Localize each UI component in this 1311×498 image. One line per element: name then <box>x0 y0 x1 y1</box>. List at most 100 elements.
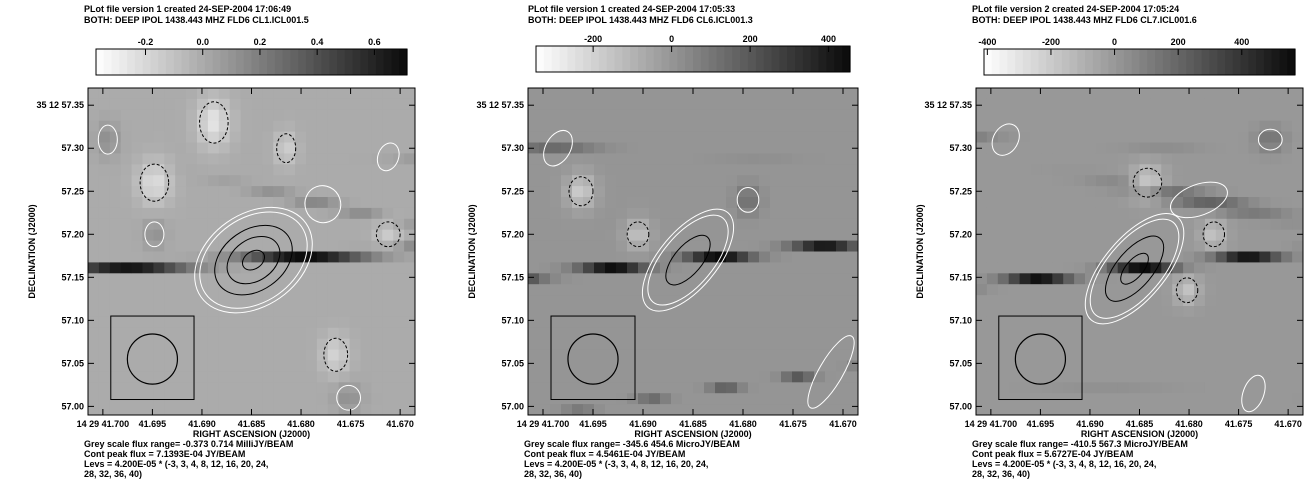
image-pixel <box>393 316 405 329</box>
image-pixel <box>393 175 405 187</box>
image-pixel <box>759 109 771 122</box>
image-pixel <box>1052 131 1064 143</box>
image-pixel <box>627 316 639 329</box>
image-pixel <box>1008 229 1020 241</box>
image-pixel <box>847 284 859 296</box>
image-pixel <box>561 131 573 143</box>
image-pixel <box>825 327 837 340</box>
image-pixel <box>997 164 1010 176</box>
image-pixel <box>1074 142 1086 154</box>
image-pixel <box>660 142 672 154</box>
image-pixel <box>737 186 749 198</box>
image-pixel <box>142 251 154 263</box>
colorbar-swatch <box>1263 49 1273 75</box>
image-pixel <box>240 284 252 296</box>
image-pixel <box>131 186 143 198</box>
image-pixel <box>1172 88 1184 100</box>
image-pixel <box>1095 382 1108 394</box>
contour-line <box>214 224 293 296</box>
image-pixel <box>218 98 231 111</box>
image-pixel <box>1074 273 1086 285</box>
image-pixel <box>120 218 132 231</box>
colorbar-swatch <box>1225 49 1234 75</box>
image-pixel <box>814 98 826 111</box>
image-pixel <box>825 142 837 154</box>
image-pixel <box>605 164 617 176</box>
image-pixel <box>660 229 672 241</box>
image-pixel <box>1215 240 1228 252</box>
image-pixel <box>360 349 372 361</box>
image-pixel <box>316 120 329 132</box>
image-pixel <box>1095 371 1108 383</box>
image-pixel <box>1139 306 1151 318</box>
image-pixel <box>671 371 683 383</box>
image-pixel <box>682 197 694 209</box>
image-pixel <box>1259 218 1271 231</box>
image-pixel <box>550 109 562 122</box>
image-pixel <box>1183 229 1195 241</box>
image-pixel <box>98 175 111 187</box>
image-pixel <box>1139 393 1151 405</box>
image-pixel <box>539 338 551 350</box>
image-pixel <box>207 88 220 100</box>
image-pixel <box>1204 98 1217 111</box>
image-pixel <box>726 120 738 132</box>
image-pixel <box>1281 164 1293 176</box>
image-pixel <box>1139 371 1151 383</box>
image-pixel <box>1292 393 1304 405</box>
image-pixel <box>88 88 100 100</box>
image-pixel <box>1161 164 1173 176</box>
image-pixel <box>726 175 738 187</box>
image-pixel <box>1215 175 1228 187</box>
image-pixel <box>649 186 661 198</box>
image-pixel <box>240 218 252 231</box>
image-pixel <box>1063 360 1075 372</box>
image-pixel <box>360 240 372 252</box>
image-pixel <box>1248 218 1260 231</box>
image-pixel <box>1063 131 1075 143</box>
image-pixel <box>594 186 606 198</box>
image-pixel <box>295 273 307 285</box>
image-pixel <box>976 251 988 263</box>
image-pixel <box>327 404 340 416</box>
image-pixel <box>539 98 551 111</box>
image-pixel <box>660 382 672 394</box>
image-pixel <box>1281 262 1293 274</box>
image-pixel <box>781 164 793 176</box>
image-pixel <box>1074 327 1086 340</box>
image-pixel <box>175 273 187 285</box>
image-pixel <box>825 273 837 285</box>
image-pixel <box>572 142 584 154</box>
image-pixel <box>1095 207 1108 220</box>
image-pixel <box>1008 153 1020 165</box>
image-pixel <box>327 251 340 263</box>
image-pixel <box>1008 382 1020 394</box>
image-pixel <box>1063 142 1075 154</box>
image-pixel <box>240 393 252 405</box>
image-pixel <box>693 316 705 329</box>
colorbar-swatch <box>127 49 136 75</box>
colorbar-swatch <box>1038 49 1047 75</box>
image-pixel <box>704 316 716 329</box>
image-pixel <box>594 306 606 318</box>
image-pixel <box>539 284 551 296</box>
image-pixel <box>327 338 340 350</box>
image-pixel <box>1019 88 1031 100</box>
colorbar-swatch <box>235 49 245 75</box>
image-pixel <box>1237 262 1249 274</box>
image-pixel <box>986 88 999 100</box>
image-pixel <box>693 338 705 350</box>
contour-line <box>194 206 313 314</box>
image-pixel <box>382 131 394 143</box>
image-pixel <box>360 207 372 220</box>
image-pixel <box>649 142 661 154</box>
image-pixel <box>997 338 1010 350</box>
image-pixel <box>693 240 705 252</box>
colorbar-swatch <box>321 49 330 75</box>
image-pixel <box>627 109 639 122</box>
image-pixel <box>539 273 551 285</box>
image-pixel <box>1041 207 1053 220</box>
image-pixel <box>836 382 848 394</box>
image-pixel <box>726 295 738 307</box>
image-pixel <box>295 131 307 143</box>
